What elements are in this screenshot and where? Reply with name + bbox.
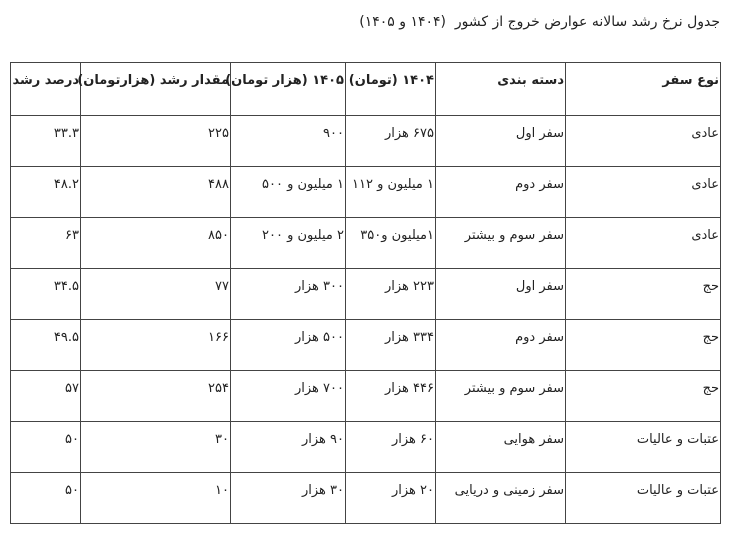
table-cell: سفر سوم و بیشتر xyxy=(435,217,566,269)
table-title: جدول نرخ رشد سالانه عوارض خروج از کشور (… xyxy=(359,14,720,30)
table-cell: ۵۰ xyxy=(10,472,81,524)
table-cell: ۱ میلیون و ۵۰۰ xyxy=(230,166,346,218)
table-row: عتبات و عالیات سفر هوایی ۶۰ هزار ۹۰ هزار ۳۰ ۵… xyxy=(10,421,721,473)
header-cell: درصد رشد xyxy=(10,62,81,116)
table-cell: ۶۷۵ هزار xyxy=(345,115,436,167)
table-cell: سفر اول xyxy=(435,268,566,320)
table-cell: ۲۲۵ xyxy=(80,115,231,167)
table-cell: ۴۸.۲ xyxy=(10,166,81,218)
header-cell: نوع سفر xyxy=(565,62,721,116)
table: نوع سفر دسته بندی ۱۴۰۴ (تومان) ۱۴۰۵ (هزار ت… xyxy=(10,62,721,524)
table-cell: ۹۰ هزار xyxy=(230,421,346,473)
table-row: عادی سفر دوم ۱ میلیون و ۱۱۲ ۱ میلیون و ۵۰۰ ۴… xyxy=(10,166,721,218)
table-cell: ۵۷ xyxy=(10,370,81,422)
table-cell: ۴۸۸ xyxy=(80,166,231,218)
table-cell: ۳۰۰ هزار xyxy=(230,268,346,320)
table-cell: سفر دوم xyxy=(435,166,566,218)
table-cell: عتبات و عالیات xyxy=(565,421,721,473)
table-row: عتبات و عالیات سفر زمینی و دریایی ۲۰ هزار ۳… xyxy=(10,472,721,524)
table-cell: عادی xyxy=(565,166,721,218)
table-cell: عادی xyxy=(565,115,721,167)
table-cell: ۵۰ xyxy=(10,421,81,473)
table-cell: ۳۴.۵ xyxy=(10,268,81,320)
table-cell: ۲ میلیون و ۲۰۰ xyxy=(230,217,346,269)
table-cell: ۸۵۰ xyxy=(80,217,231,269)
table-cell: ۲۵۴ xyxy=(80,370,231,422)
header-row: نوع سفر دسته بندی ۱۴۰۴ (تومان) ۱۴۰۵ (هزار ت… xyxy=(10,62,721,116)
table-cell: ۲۰ هزار xyxy=(345,472,436,524)
table-cell: عادی xyxy=(565,217,721,269)
table-cell: ۶۳ xyxy=(10,217,81,269)
table-cell: حج xyxy=(565,370,721,422)
table-cell: ۳۰ هزار xyxy=(230,472,346,524)
table-cell: ۹۰۰ xyxy=(230,115,346,167)
table-cell: سفر سوم و بیشتر xyxy=(435,370,566,422)
table-cell: ۳۳۴ هزار xyxy=(345,319,436,371)
table-cell: ۵۰۰ هزار xyxy=(230,319,346,371)
table-cell: سفر زمینی و دریایی xyxy=(435,472,566,524)
table-cell: ۳۳.۳ xyxy=(10,115,81,167)
table-row: حج سفر اول ۲۲۳ هزار ۳۰۰ هزار ۷۷ ۳۴.۵ xyxy=(10,268,721,320)
table-cell: عتبات و عالیات xyxy=(565,472,721,524)
table-cell: ۱میلیون و۳۵۰ xyxy=(345,217,436,269)
table-body: عادی سفر اول ۶۷۵ هزار ۹۰۰ ۲۲۵ ۳۳.۳ عادی سفر دوم… xyxy=(10,115,721,524)
table-cell: ۷۰۰ هزار xyxy=(230,370,346,422)
table-cell: ۱۶۶ xyxy=(80,319,231,371)
table-cell: حج xyxy=(565,268,721,320)
table-cell: ۳۰ xyxy=(80,421,231,473)
table-cell: ۷۷ xyxy=(80,268,231,320)
table-cell: سفر دوم xyxy=(435,319,566,371)
table-cell: ۲۲۳ هزار xyxy=(345,268,436,320)
header-cell: ۱۴۰۵ (هزار تومان) xyxy=(225,62,346,116)
table-cell: ۶۰ هزار xyxy=(345,421,436,473)
table-row: حج سفر دوم ۳۳۴ هزار ۵۰۰ هزار ۱۶۶ ۴۹.۵ xyxy=(10,319,721,371)
header-cell: ۱۴۰۴ (تومان) xyxy=(345,62,436,116)
table-cell: ۴۹.۵ xyxy=(10,319,81,371)
table-cell: سفر اول xyxy=(435,115,566,167)
table-cell: ۴۴۶ هزار xyxy=(345,370,436,422)
table-cell: سفر هوایی xyxy=(435,421,566,473)
table-cell: ۱۰ xyxy=(80,472,231,524)
table-cell: حج xyxy=(565,319,721,371)
table-cell: ۱ میلیون و ۱۱۲ xyxy=(345,166,436,218)
table-row: حج سفر سوم و بیشتر ۴۴۶ هزار ۷۰۰ هزار ۲۵۴ ۵۷ xyxy=(10,370,721,422)
header-cell: مقدار رشد (هزارتومان) xyxy=(77,62,231,116)
header-cell: دسته بندی xyxy=(435,62,566,116)
table-row: عادی سفر اول ۶۷۵ هزار ۹۰۰ ۲۲۵ ۳۳.۳ xyxy=(10,115,721,167)
table-row: عادی سفر سوم و بیشتر ۱میلیون و۳۵۰ ۲ میلیون … xyxy=(10,217,721,269)
